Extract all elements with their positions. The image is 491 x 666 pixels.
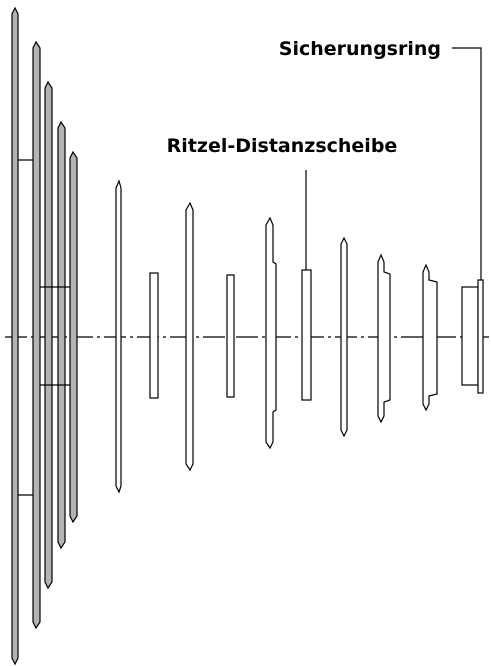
spacer-part <box>301 269 312 401</box>
label-spacer: Ritzel-Distanzscheibe <box>167 135 398 157</box>
retaining-ring-part <box>477 279 484 394</box>
label-retaining-ring: Sicherungsring <box>279 38 441 60</box>
ring-leader <box>452 47 482 280</box>
small-sprockets <box>115 179 484 494</box>
large-sprockets <box>11 6 78 666</box>
